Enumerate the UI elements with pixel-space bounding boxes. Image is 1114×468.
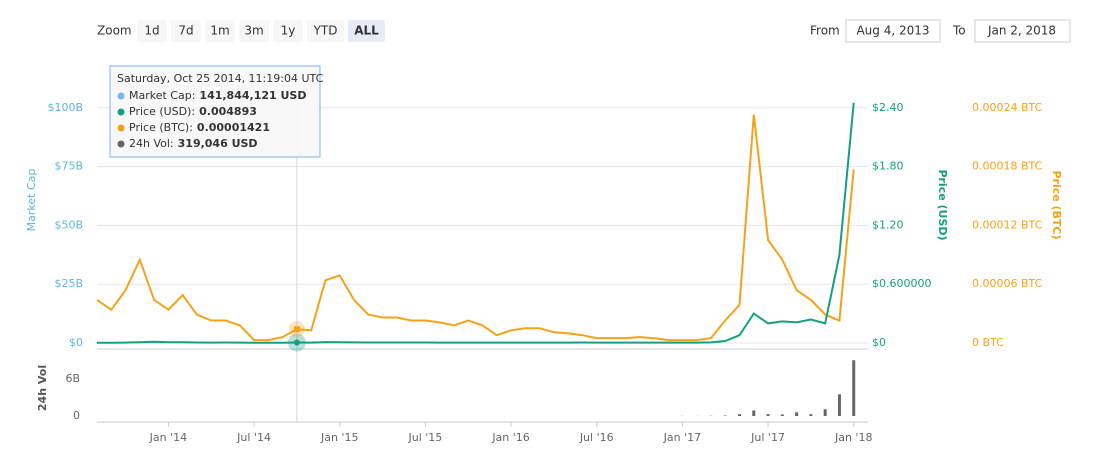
to-date[interactable]: Jan 2, 2018	[987, 24, 1056, 38]
y3-axis-title: Price (BTC)	[1050, 170, 1063, 239]
y3-tick-label: 0 BTC	[972, 336, 1004, 349]
zoom-button-label[interactable]: 1d	[144, 24, 159, 38]
y-axis-title: Market Cap	[25, 169, 38, 232]
series-line	[96, 114, 855, 342]
from-date[interactable]: Aug 4, 2013	[856, 24, 929, 38]
from-input[interactable]	[845, 19, 941, 43]
tooltip-box	[109, 65, 321, 158]
from-label: From	[810, 24, 840, 38]
tooltip-label: Price (USD):	[129, 105, 195, 118]
zoom-button-label[interactable]: 1y	[281, 24, 296, 38]
y3-tick-label: 0.00018 BTC	[972, 160, 1043, 173]
y3-tick-label: 0.00006 BTC	[972, 277, 1043, 290]
tooltip-date: Saturday, Oct 25 2014, 11:19:04 UTC	[117, 72, 324, 85]
x-tick-label: Jul '14	[236, 431, 271, 444]
volume-bar	[809, 414, 813, 416]
to-label: To	[952, 24, 966, 38]
zoom-button[interactable]	[273, 20, 303, 42]
series-line	[97, 102, 855, 344]
zoom-button-label[interactable]: 3m	[244, 24, 263, 38]
zoom-button[interactable]	[171, 20, 201, 42]
x-tick-label: Jul '16	[579, 431, 614, 444]
y3-tick-label: 0.00024 BTC	[972, 101, 1043, 114]
vol-tick-label: 6B	[65, 372, 80, 385]
volume-bar	[752, 410, 756, 416]
tooltip-label: Price (BTC):	[129, 121, 193, 134]
tooltip-row: Market Cap: 141,844,121 USD	[129, 89, 306, 102]
tooltip-row: 24h Vol: 319,046 USD	[129, 137, 258, 150]
zoom-button[interactable]	[348, 20, 385, 42]
y2-tick-label: $2.40	[872, 101, 904, 114]
tooltip-value: 0.004893	[199, 105, 257, 118]
volume-bar	[852, 360, 856, 416]
tooltip-label: Market Cap:	[129, 89, 195, 102]
x-tick-label: Jan '17	[663, 431, 701, 444]
volume-bar	[823, 409, 827, 416]
y-tick-label: $0	[69, 336, 83, 349]
y-tick-label: $100B	[47, 101, 83, 114]
zoom-button[interactable]	[239, 20, 269, 42]
zoom-button[interactable]	[307, 20, 344, 42]
x-tick-label: Jan '14	[149, 431, 187, 444]
y2-tick-label: $1.20	[872, 218, 904, 231]
zoom-button[interactable]	[205, 20, 235, 42]
hover-point	[293, 339, 300, 346]
y2-tick-label: $0	[872, 336, 886, 349]
tooltip-dot	[117, 108, 125, 116]
y3-tick-label: 0.00012 BTC	[972, 218, 1043, 231]
zoom-button-label[interactable]: ALL	[354, 24, 379, 38]
to-input[interactable]	[974, 19, 1071, 43]
volume-bar	[738, 414, 741, 416]
tooltip-row: Price (BTC): 0.00001421	[129, 121, 270, 134]
zoom-button-label[interactable]: 7d	[178, 24, 193, 38]
zoom-label: Zoom	[97, 24, 132, 38]
x-tick-label: Jul '17	[750, 431, 785, 444]
tooltip-value: 0.00001421	[197, 121, 270, 134]
y-tick-label: $50B	[54, 218, 83, 231]
vol-tick-label: 0	[73, 409, 80, 422]
zoom-button[interactable]	[137, 20, 167, 42]
tooltip: Saturday, Oct 25 2014, 11:19:04 UTC Marke…	[109, 65, 324, 158]
volume-bar	[780, 414, 784, 416]
vol-axis-title: 24h Vol	[36, 365, 49, 411]
volume-bar	[795, 412, 799, 416]
zoom-button-label[interactable]: 1m	[210, 24, 229, 38]
x-tick-label: Jan '18	[834, 431, 872, 444]
y-tick-label: $75B	[54, 160, 83, 173]
volume-bar	[766, 414, 770, 416]
zoom-button-label[interactable]: YTD	[313, 24, 338, 38]
x-tick-label: Jul '15	[407, 431, 442, 444]
y2-axis-title: Price (USD)	[936, 169, 949, 240]
volume-bar	[837, 394, 841, 416]
y2-tick-label: $1.80	[872, 160, 904, 173]
tooltip-value: 319,046 USD	[178, 137, 258, 150]
tooltip-row: Price (USD): 0.004893	[129, 105, 257, 118]
y-tick-label: $25B	[54, 277, 83, 290]
y2-tick-label: $0.600000	[872, 277, 932, 290]
x-tick-label: Jan '16	[491, 431, 529, 444]
x-tick-label: Jan '15	[320, 431, 358, 444]
tooltip-label: 24h Vol:	[129, 137, 174, 150]
tooltip-value: 141,844,121 USD	[199, 89, 306, 102]
tooltip-dot	[117, 140, 125, 148]
tooltip-dot	[117, 124, 125, 132]
tooltip-dot	[117, 92, 125, 100]
hover-point	[293, 326, 300, 333]
